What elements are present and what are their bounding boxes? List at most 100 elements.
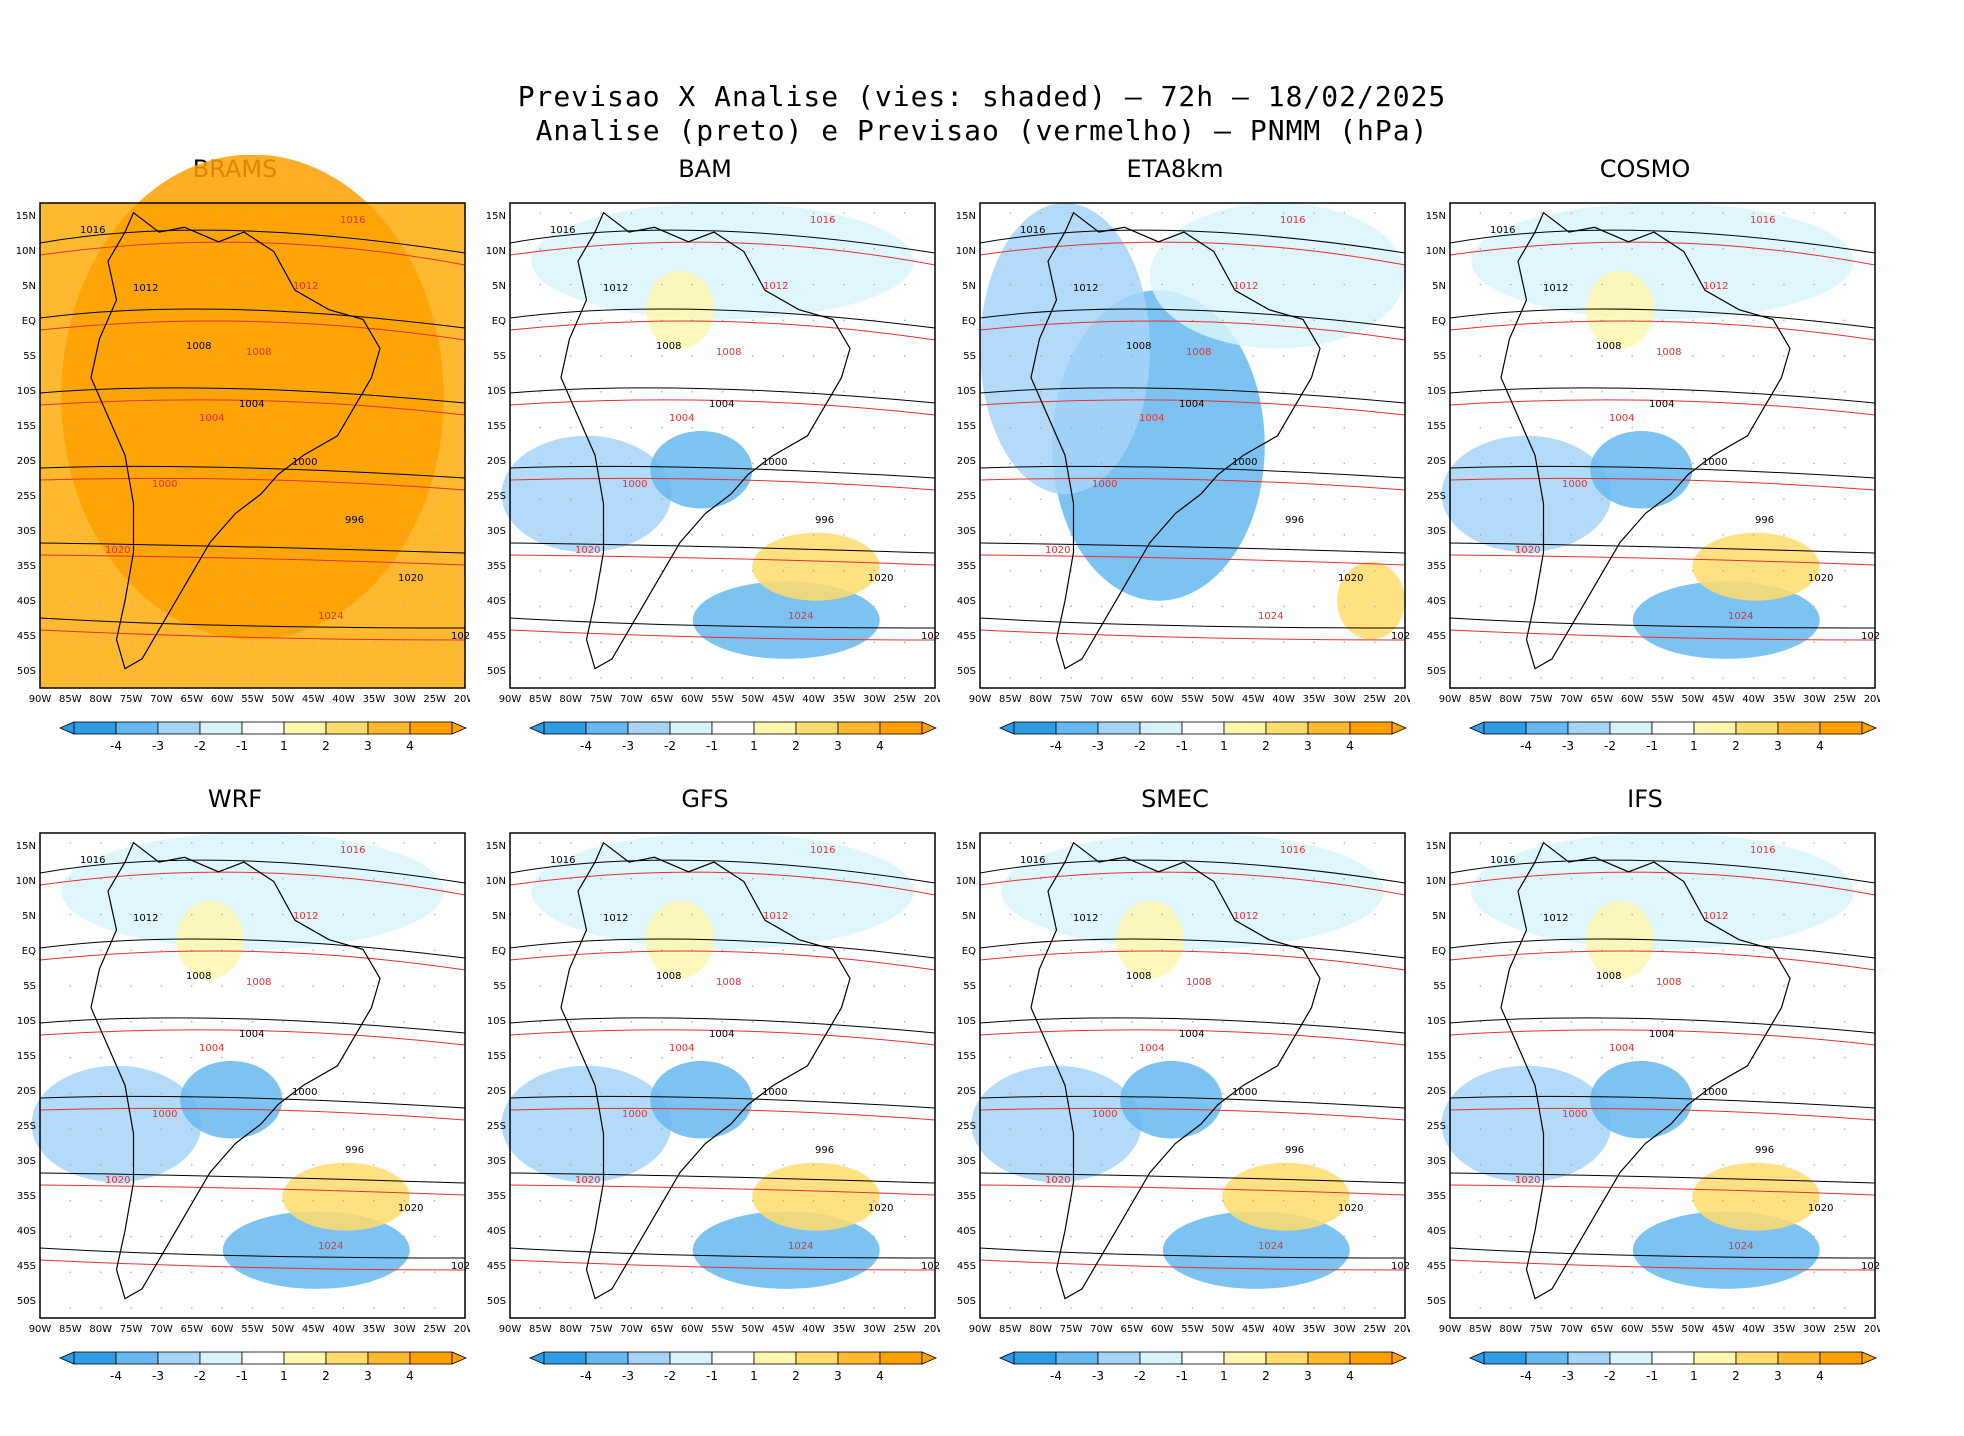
grid-dot	[69, 985, 72, 987]
grid-dot	[1570, 391, 1573, 393]
analysis-isobar-label: 1004	[1649, 1029, 1674, 1040]
grid-dot	[721, 283, 724, 286]
longitude-tick-label: 45W	[302, 694, 325, 705]
grid-dot	[1722, 677, 1725, 679]
longitude-tick-label: 45W	[772, 1324, 795, 1335]
grid-dot	[130, 283, 132, 286]
grid-dot	[99, 1092, 102, 1095]
grid-dot	[1161, 247, 1163, 250]
colorbar-label: 1	[1690, 739, 1698, 753]
colorbar-segment	[1181, 1351, 1225, 1365]
colorbar-label: 4	[406, 1369, 414, 1383]
grid-dot	[221, 1235, 223, 1238]
grid-dot	[1722, 842, 1725, 844]
grid-dot	[1692, 1199, 1694, 1202]
colorbar-right-arrow	[921, 1351, 938, 1365]
forecast-isobar-label: 1008	[716, 347, 741, 358]
grid-dot	[1282, 391, 1285, 393]
colorbar-left-arrow	[58, 1351, 75, 1365]
grid-dot	[1039, 283, 1042, 286]
longitude-tick-label: 70W	[1560, 694, 1583, 705]
grid-dot	[1343, 426, 1346, 429]
grid-dot	[539, 677, 542, 679]
grid-dot	[1479, 212, 1482, 214]
grid-dot	[1009, 1092, 1012, 1095]
grid-dot	[721, 842, 724, 844]
grid-dot	[1313, 842, 1315, 844]
colorbar-label: -3	[1562, 1369, 1574, 1383]
grid-dot	[691, 1092, 693, 1095]
analysis-isobar-label: 996	[1285, 1145, 1304, 1156]
grid-dot	[660, 1235, 663, 1238]
grid-dot	[721, 212, 724, 214]
grid-dot	[1100, 1199, 1103, 1202]
grid-dot	[1509, 355, 1512, 357]
grid-dot	[1813, 569, 1816, 572]
colorbar-segment	[1013, 721, 1057, 735]
forecast-isobar-label: 1000	[152, 479, 177, 490]
grid-dot	[782, 212, 785, 214]
grid-dot	[1009, 1199, 1012, 1202]
latitude-tick-label: 30S	[957, 526, 976, 537]
grid-dot	[1570, 1092, 1573, 1095]
forecast-isobar	[509, 554, 936, 566]
latitude-tick-label: 10N	[16, 876, 36, 887]
grid-dot	[160, 1164, 163, 1166]
forecast-isobar-label: 1000	[1092, 1109, 1117, 1120]
forecast-isobar	[39, 320, 466, 341]
latitude-tick-label: 20S	[487, 1086, 506, 1097]
forecast-isobar-label: 1024	[788, 1241, 813, 1252]
grid-dot	[1313, 283, 1315, 286]
grid-dot	[69, 355, 72, 357]
grid-dot	[1313, 1128, 1315, 1130]
grid-dot	[843, 641, 845, 644]
grid-dot	[569, 426, 572, 429]
grid-dot	[1570, 842, 1573, 844]
colorbar-label: 2	[792, 1369, 800, 1383]
latitude-tick-label: 15S	[957, 421, 976, 432]
longitude-tick-label: 20W	[454, 1324, 470, 1335]
grid-dot	[251, 605, 254, 608]
grid-dot	[1100, 462, 1103, 465]
grid-dot	[1130, 1271, 1133, 1274]
colorbar-segment	[1483, 721, 1527, 735]
latitude-tick-label: 25S	[957, 491, 976, 502]
analysis-isobar-label: 1004	[1179, 1029, 1204, 1040]
grid-dot	[1722, 1199, 1725, 1202]
grid-dot	[1222, 1128, 1224, 1130]
grid-dot	[1631, 985, 1633, 987]
latitude-tick-label: 10S	[1427, 386, 1446, 397]
grid-dot	[1540, 1271, 1542, 1274]
grid-dot	[630, 569, 633, 572]
grid-dot	[539, 1199, 542, 1202]
map-frame	[509, 832, 936, 1319]
grid-dot	[312, 677, 315, 679]
grid-dot	[539, 319, 542, 322]
colorbar-label: 2	[322, 739, 330, 753]
grid-dot	[1631, 1092, 1633, 1095]
forecast-isobar	[509, 320, 936, 341]
colorbar-segment	[1055, 1351, 1099, 1365]
grid-dot	[69, 949, 72, 952]
grid-dot	[1252, 534, 1255, 536]
grid-dot	[1479, 1307, 1482, 1309]
grid-dot	[1313, 1307, 1315, 1309]
grid-dot	[433, 913, 436, 916]
grid-dot	[1161, 462, 1163, 465]
grid-dot	[1222, 985, 1224, 987]
grid-dot	[1282, 212, 1285, 214]
forecast-isobar-label: 1024	[1258, 1241, 1283, 1252]
grid-dot	[1570, 212, 1573, 214]
grid-dot	[1570, 1235, 1573, 1238]
grid-dot	[130, 1021, 132, 1023]
colorbar-label: -4	[1520, 739, 1532, 753]
grid-dot	[373, 569, 375, 572]
forecast-isobar	[1449, 1184, 1876, 1196]
grid-dot	[190, 913, 193, 916]
grid-dot	[403, 355, 406, 357]
grid-dot	[1570, 877, 1573, 880]
grid-dot	[1373, 949, 1376, 952]
colorbar-label: 3	[1774, 739, 1782, 753]
longitude-tick-label: 45W	[1242, 694, 1265, 705]
forecast-isobar	[39, 629, 466, 641]
